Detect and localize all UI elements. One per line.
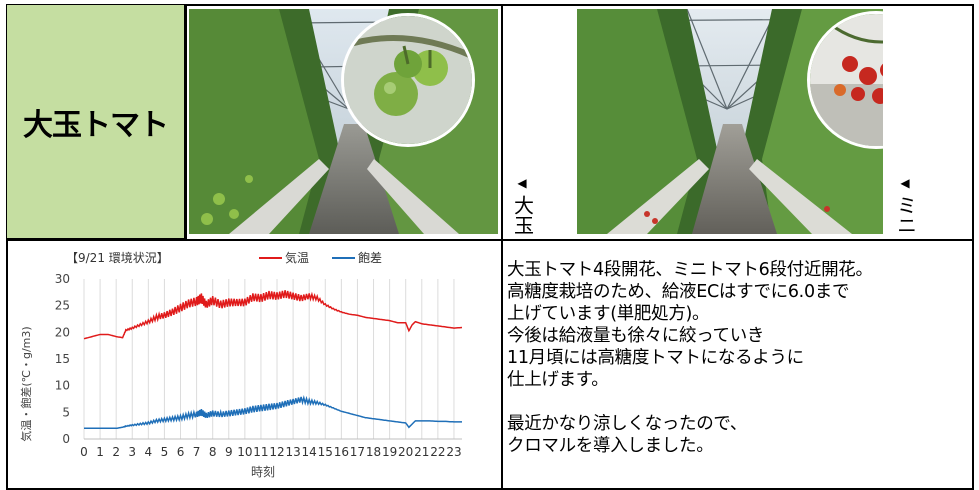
notes-line: 大玉トマト4段開花、ミニトマト6段付近開花。	[507, 260, 873, 280]
x-tick-label: 21	[414, 445, 429, 459]
environment-chart: 【9/21 環境状況】 気温 飽差 気温・飽差(℃・g/m3) 時刻 0 5 10 1…	[14, 243, 484, 483]
x-tick-label: 6	[177, 445, 185, 459]
left-arrow-icon: ◀	[900, 176, 910, 190]
table-border-right	[972, 4, 974, 490]
y-tick-label: 20	[55, 325, 70, 339]
series-line-saturation	[84, 394, 462, 430]
table-border-bottom	[6, 488, 973, 490]
greenhouse-large-tomato-photo	[189, 9, 498, 234]
red-mini-tomatoes-closeup-photo	[807, 11, 883, 149]
y-tick-label: 10	[55, 379, 70, 393]
x-tick-label: 1	[96, 445, 104, 459]
x-tick-label: 0	[80, 445, 88, 459]
notes-line: 高糖度栽培のため、給液ECはすでに6.0まで	[507, 282, 850, 302]
notes-line: 11月頃には高糖度トマトになるように	[507, 348, 804, 368]
notes-line: 今後は給液量も徐々に絞っていき	[507, 326, 765, 346]
y-tick-label: 25	[55, 299, 70, 313]
notes-line	[507, 391, 972, 413]
y-tick-label: 15	[55, 352, 70, 366]
y-tick-label: 0	[62, 432, 70, 446]
x-tick-label: 16	[334, 445, 349, 459]
table-divider-center	[501, 4, 503, 490]
x-tick-label: 11	[253, 445, 268, 459]
chart-legend: 気温 飽差	[259, 250, 382, 265]
notes-line: クロマルを導入しました。	[507, 436, 714, 456]
x-tick-label: 7	[193, 445, 201, 459]
large-tomato-side-label: ◀ 大玉	[509, 172, 535, 235]
legend-label-temp: 気温	[285, 250, 309, 265]
x-tick-label: 9	[225, 445, 233, 459]
notes-line: 上げています(単肥処方)。	[507, 304, 710, 324]
notes-line: 最近かなり涼しくなったので、	[507, 414, 748, 434]
title-text: 大玉トマト	[23, 107, 169, 143]
x-tick-label: 23	[446, 445, 461, 459]
chart-grid	[83, 279, 462, 440]
y-tick-label: 30	[55, 272, 70, 286]
table-border-left	[6, 4, 8, 490]
x-tick-label: 2	[112, 445, 120, 459]
x-tick-label: 3	[128, 445, 136, 459]
green-tomatoes-illustration	[344, 16, 472, 144]
x-tick-label: 12	[269, 445, 284, 459]
x-tick-label: 15	[318, 445, 333, 459]
x-tick-label: 19	[382, 445, 397, 459]
table-border-top	[6, 4, 973, 6]
notes-text-block: 大玉トマト4段開花、ミニトマト6段付近開花。 高糖度栽培のため、給液ECはすでに6…	[507, 259, 972, 457]
chart-xlabel: 時刻	[251, 465, 275, 479]
left-arrow-icon: ◀	[517, 176, 527, 190]
notes-line: 仕上げます。	[507, 370, 609, 390]
chart-svg: 【9/21 環境状況】 気温 飽差 気温・飽差(℃・g/m3) 時刻 05101…	[19, 250, 463, 479]
x-tick-label: 8	[209, 445, 217, 459]
chart-ylabel: 気温・飽差(℃・g/m3)	[19, 326, 33, 441]
legend-label-sat: 飽差	[358, 250, 382, 265]
table-border-mid	[6, 239, 973, 241]
table-divider-title	[185, 4, 187, 239]
chart-title: 【9/21 環境状況】	[66, 250, 169, 265]
x-tick-label: 4	[145, 445, 153, 459]
chart-y-ticks: 0 5 10 15 20 25 30	[55, 272, 70, 446]
x-tick-label: 13	[285, 445, 300, 459]
x-tick-label: 14	[302, 445, 317, 459]
series-line-temperature	[83, 290, 463, 340]
side-label-text: 大玉	[510, 195, 535, 235]
x-tick-label: 17	[350, 445, 365, 459]
green-tomatoes-closeup-photo	[341, 13, 475, 147]
x-tick-label: 22	[430, 445, 445, 459]
chart-series	[83, 290, 463, 430]
y-tick-label: 5	[62, 405, 70, 419]
x-tick-label: 20	[398, 445, 413, 459]
chart-x-ticks: 0 1 2 3 4 5 6 7 8 9 10 11 12 13 14 15 16 17 18 19 20 21 22 23	[80, 445, 461, 459]
title-cell: 大玉トマト	[6, 4, 185, 239]
x-tick-label: 18	[366, 445, 381, 459]
greenhouse-mini-tomato-photo	[577, 9, 883, 234]
side-label-text: ミニ	[893, 195, 918, 235]
mini-tomato-side-label: ◀ ミニ	[892, 172, 918, 235]
x-tick-label: 10	[237, 445, 252, 459]
x-tick-label: 5	[161, 445, 169, 459]
